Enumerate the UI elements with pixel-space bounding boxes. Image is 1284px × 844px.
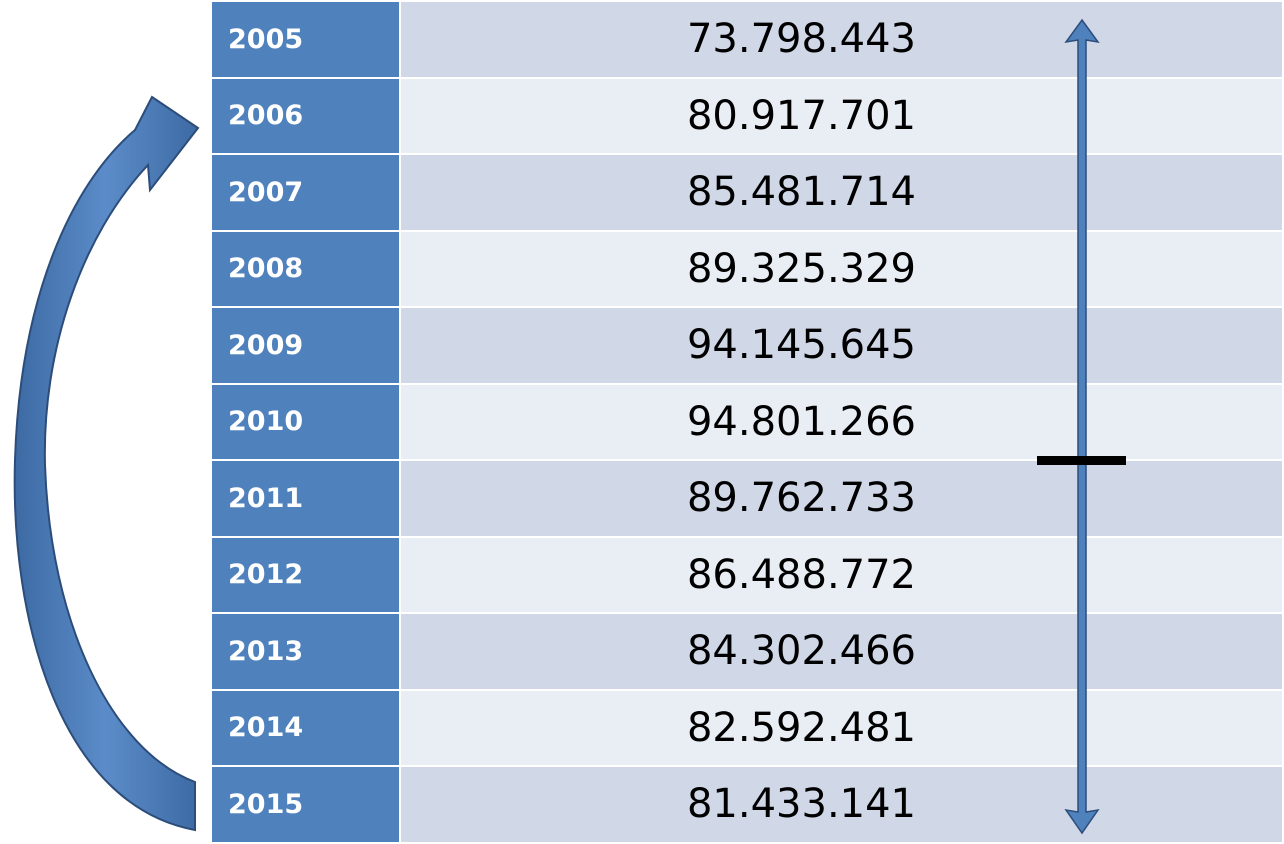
year-cell: 2012 xyxy=(210,535,401,614)
year-cell: 2011 xyxy=(210,459,401,538)
year-cell: 2014 xyxy=(210,688,401,767)
year-cell: 2006 xyxy=(210,76,401,155)
value-cell: 73.798.443 xyxy=(399,0,1284,79)
year-cell: 2013 xyxy=(210,612,401,691)
table-row: 2009 94.145.645 xyxy=(210,306,1284,385)
data-table: 2005 73.798.443 2006 80.917.701 2007 85.481.7… xyxy=(210,0,1284,844)
year-cell: 2008 xyxy=(210,229,401,308)
year-cell: 2005 xyxy=(210,0,401,79)
curved-arrow xyxy=(13,95,200,832)
table-row: 2014 82.592.481 xyxy=(210,688,1284,767)
vertical-arrow xyxy=(1064,18,1100,835)
table-row: 2015 81.433.141 xyxy=(210,765,1284,844)
table-row: 2005 73.798.443 xyxy=(210,0,1284,79)
year-cell: 2010 xyxy=(210,382,401,461)
table-row: 2013 84.302.466 xyxy=(210,612,1284,691)
marker-bar xyxy=(1037,456,1126,465)
table-row: 2007 85.481.714 xyxy=(210,153,1284,232)
value-cell: 86.488.772 xyxy=(399,535,1284,614)
value-cell: 81.433.141 xyxy=(399,765,1284,844)
value-cell: 89.325.329 xyxy=(399,229,1284,308)
value-cell: 94.801.266 xyxy=(399,382,1284,461)
table-row: 2008 89.325.329 xyxy=(210,229,1284,308)
year-cell: 2015 xyxy=(210,765,401,844)
value-cell: 84.302.466 xyxy=(399,612,1284,691)
table-row: 2010 94.801.266 xyxy=(210,382,1284,461)
year-cell: 2009 xyxy=(210,306,401,385)
value-cell: 85.481.714 xyxy=(399,153,1284,232)
year-cell: 2007 xyxy=(210,153,401,232)
table-row: 2011 89.762.733 xyxy=(210,459,1284,538)
value-cell: 89.762.733 xyxy=(399,459,1284,538)
value-cell: 94.145.645 xyxy=(399,306,1284,385)
table-row: 2012 86.488.772 xyxy=(210,535,1284,614)
value-cell: 82.592.481 xyxy=(399,688,1284,767)
value-cell: 80.917.701 xyxy=(399,76,1284,155)
table-row: 2006 80.917.701 xyxy=(210,76,1284,155)
